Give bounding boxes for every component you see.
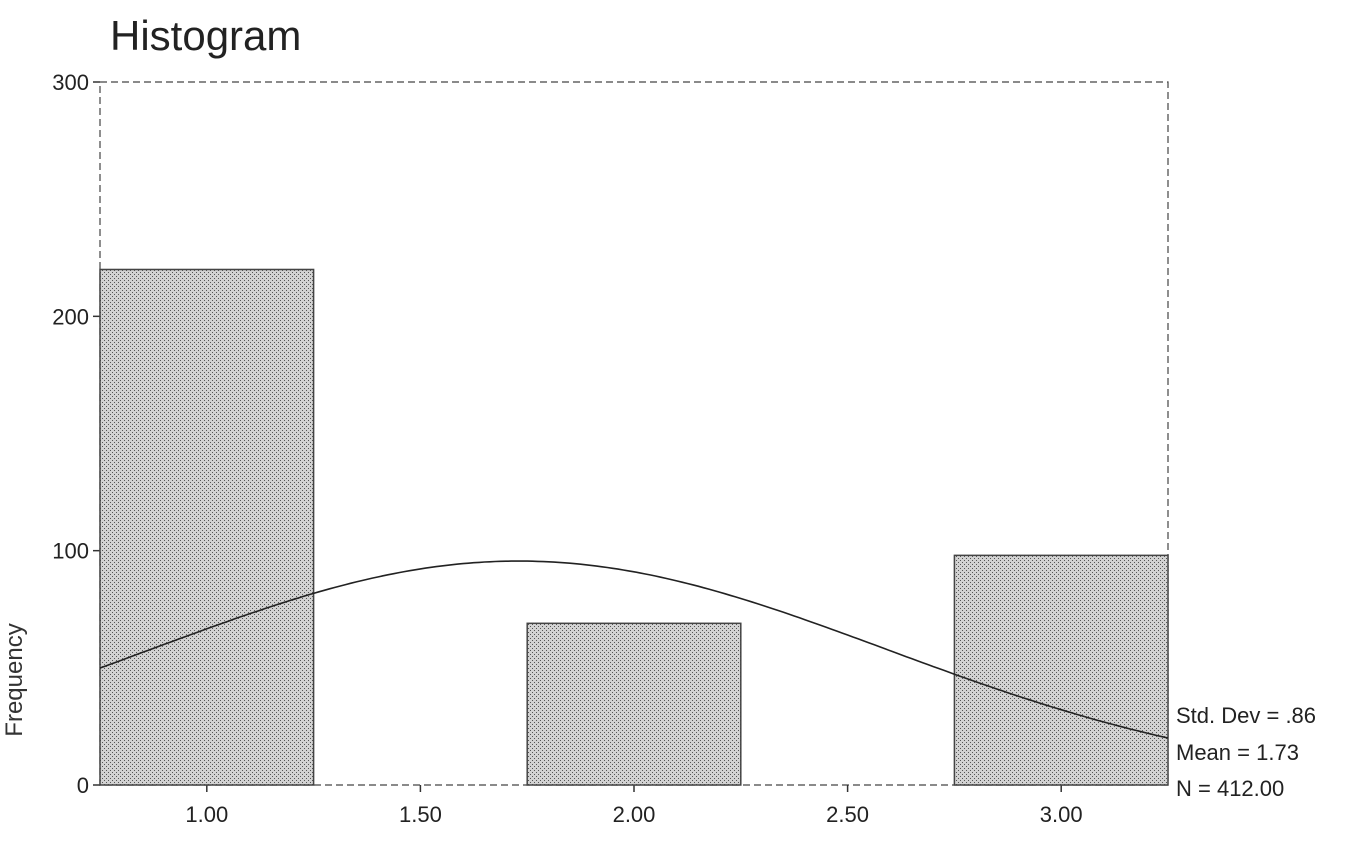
histogram-bar — [953, 554, 1169, 786]
n-label: N = 412.00 — [1176, 776, 1284, 801]
x-tick-label: 3.00 — [1040, 802, 1083, 827]
histogram-bars — [99, 268, 1169, 786]
chart-title: Histogram — [110, 12, 301, 59]
mean-label: Mean = 1.73 — [1176, 740, 1299, 765]
histogram-bar — [99, 268, 315, 786]
std-dev-label: Std. Dev = .86 — [1176, 703, 1316, 728]
normal-curve — [99, 560, 1169, 739]
y-tick-label: 100 — [52, 539, 89, 564]
y-axis: 0 100 200 300 — [52, 70, 100, 798]
y-axis-label: Frequency — [1, 623, 28, 736]
y-tick-label: 200 — [52, 304, 89, 329]
x-tick-label: 2.00 — [613, 802, 656, 827]
normal-curve-line — [99, 560, 1169, 739]
y-tick-label: 0 — [77, 773, 89, 798]
x-tick-label: 2.50 — [826, 802, 869, 827]
x-tick-label: 1.50 — [399, 802, 442, 827]
y-tick-label: 300 — [52, 70, 89, 95]
histogram-bar — [526, 622, 742, 786]
x-axis: 1.00 1.50 2.00 2.50 3.00 — [185, 785, 1083, 827]
x-tick-label: 1.00 — [185, 802, 228, 827]
